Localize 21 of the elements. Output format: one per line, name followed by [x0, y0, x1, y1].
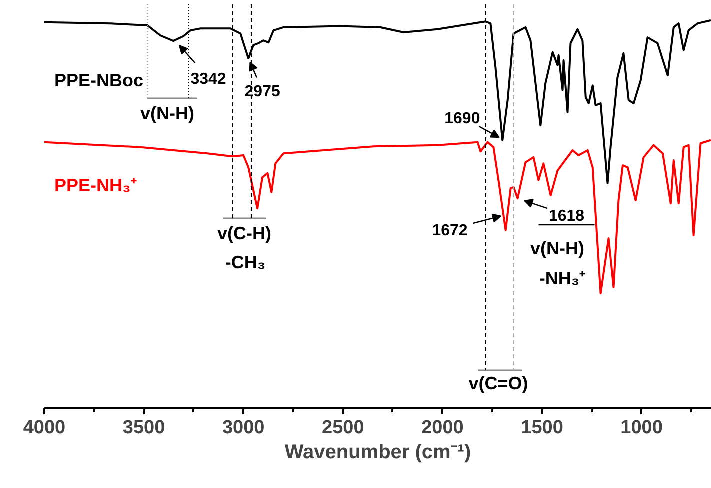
annotation: v(C-H) [218, 224, 272, 244]
x-tick-label: 1500 [521, 418, 564, 438]
annotation: v(N-H) [530, 238, 585, 258]
annotation: -NH₃⁺ [539, 268, 586, 288]
annotation: 2975 [244, 84, 280, 101]
text: PPE-NBoc [54, 70, 144, 90]
annotation: 1690 [444, 110, 480, 128]
x-tick-label: 3000 [222, 418, 265, 438]
x-axis-title: Wavenumber (cm⁻¹) [284, 442, 472, 464]
annotation: v(N-H) [140, 104, 195, 124]
annotation: 1672 [432, 222, 468, 240]
x-tick-label: 2000 [422, 418, 464, 438]
series-label: PPE-NH₃⁺ [54, 175, 137, 196]
annotation: v(C=O) [468, 374, 528, 394]
annotation: 1618 [548, 208, 585, 225]
x-tick-label: 2500 [322, 418, 364, 438]
x-tick-label: 4000 [23, 418, 66, 438]
annotation: 3342 [190, 71, 226, 88]
x-tick-label: 1000 [620, 418, 663, 438]
annotation: -CH₃ [225, 252, 266, 272]
x-tick-label: 3500 [122, 418, 166, 438]
